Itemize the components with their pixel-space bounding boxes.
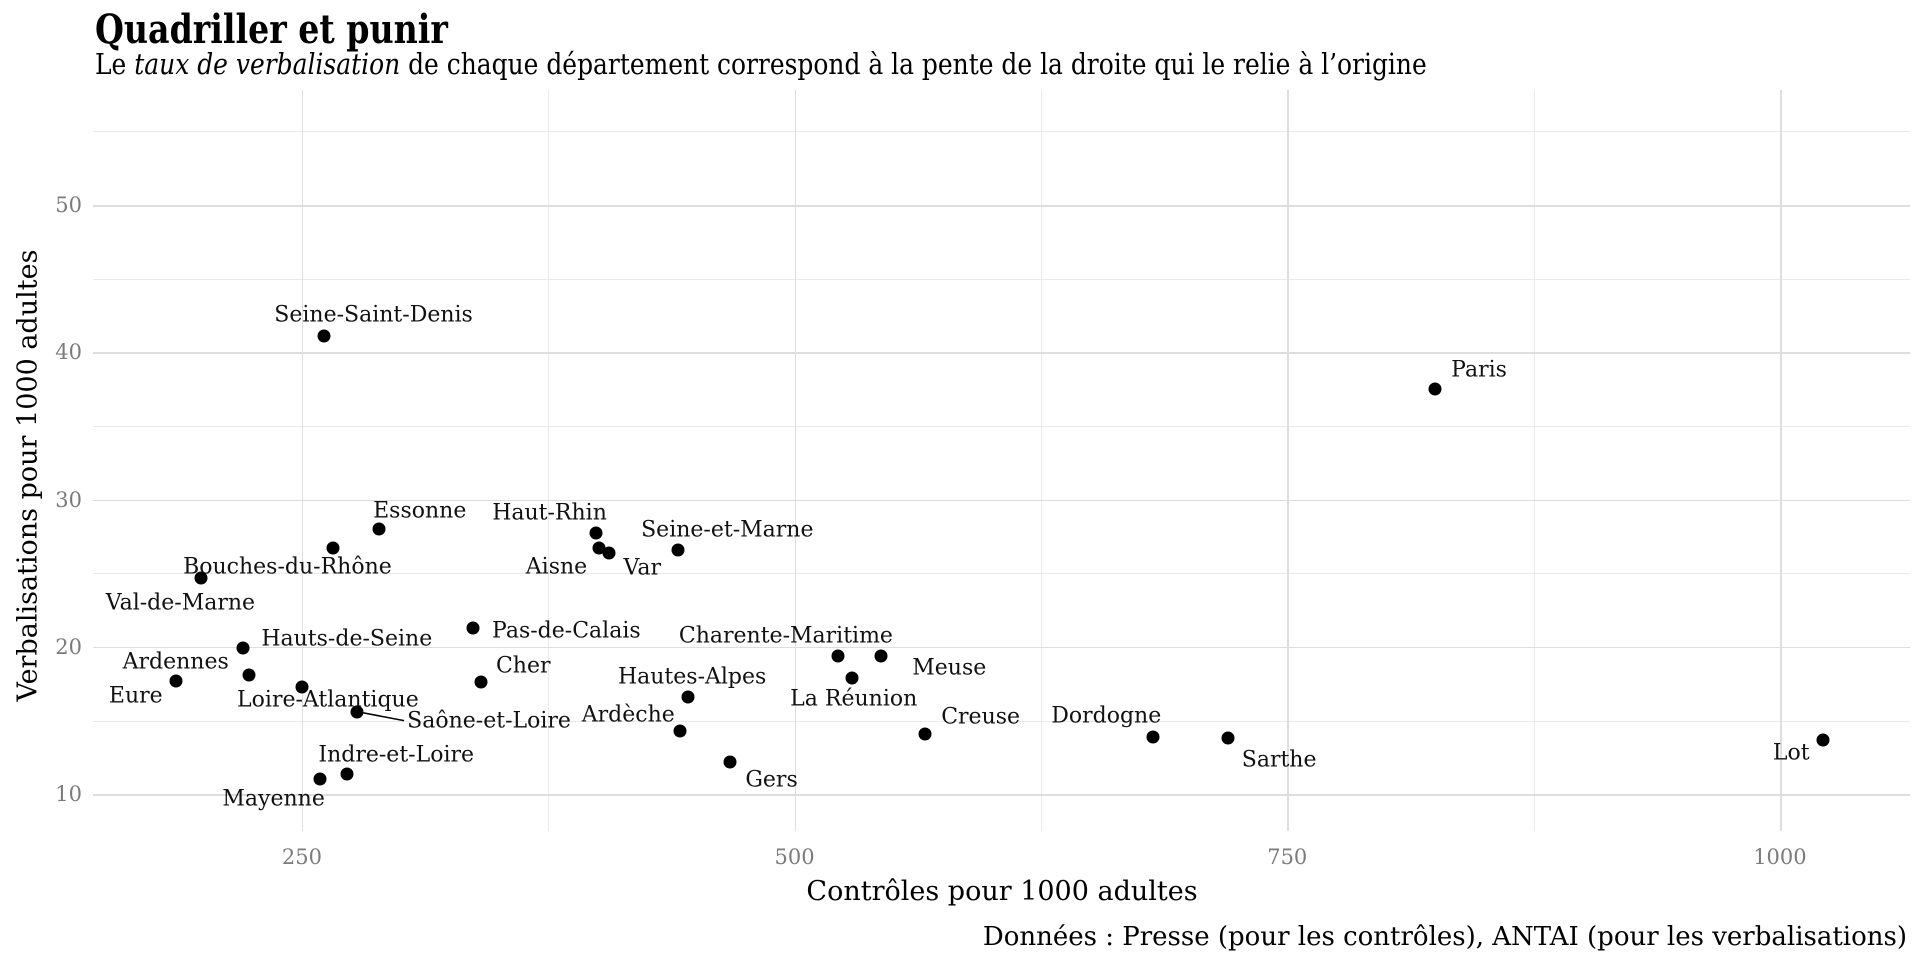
data-point [1428, 382, 1442, 396]
point-label: Val-de-Marne [105, 590, 256, 616]
data-point [592, 541, 606, 555]
point-label: La Réunion [790, 686, 918, 712]
data-point [723, 755, 737, 769]
gridline-y-minor [93, 573, 1910, 575]
subtitle-text: Le [95, 47, 135, 81]
x-tick-label: 250 [281, 845, 322, 869]
gridline-y-minor [93, 720, 1910, 722]
point-label: Paris [1451, 357, 1507, 383]
point-label: Charente-Maritime [678, 623, 893, 649]
point-label: Loire-Atlantique [237, 687, 419, 713]
point-label: Ardennes [122, 649, 229, 675]
x-tick-label: 500 [774, 845, 815, 869]
x-tick-label: 750 [1267, 845, 1308, 869]
data-point [242, 668, 256, 682]
gridline-x-minor [1533, 90, 1535, 831]
x-tick-label: 1000 [1753, 845, 1807, 869]
point-label: Lot [1772, 740, 1810, 766]
gridline-y-major [93, 646, 1910, 649]
chart-title: Quadriller et punir [95, 6, 448, 53]
data-point [194, 571, 208, 585]
data-point [466, 621, 480, 635]
gridline-x-major [794, 90, 797, 831]
gridline-y-minor [93, 131, 1910, 133]
y-tick-label: 40 [55, 340, 82, 365]
point-label: Saône-et-Loire [407, 708, 571, 734]
data-point [918, 727, 932, 741]
point-label: Dordogne [1051, 703, 1162, 729]
point-label: Seine-Saint-Denis [274, 302, 473, 328]
data-point [474, 675, 488, 689]
point-label: Cher [495, 653, 551, 679]
point-label: Indre-et-Loire [318, 742, 475, 768]
y-axis-title-wrap: Verbalisations pour 1000 adultes [0, 250, 258, 702]
point-label: Bouches-du-Rhône [183, 554, 392, 580]
point-label: Gers [745, 767, 798, 793]
y-tick-label: 50 [55, 192, 82, 217]
y-tick-label: 10 [55, 782, 82, 807]
point-label: Var [623, 555, 662, 581]
point-label: Essonne [373, 498, 467, 524]
data-source-caption: Données : Presse (pour les contrôles), A… [982, 922, 1907, 952]
data-point [874, 649, 888, 663]
data-point [589, 526, 603, 540]
gridline-y-minor [93, 278, 1910, 280]
data-point [340, 767, 354, 781]
chart-subtitle: Le taux de verbalisation de chaque dépar… [95, 47, 1427, 81]
gridline-x-minor [548, 90, 550, 831]
data-point [236, 641, 250, 655]
y-axis-title: Verbalisations pour 1000 adultes [12, 249, 44, 702]
point-label: Sarthe [1241, 747, 1317, 773]
gridline-x-major [1287, 90, 1289, 831]
data-point [317, 329, 331, 343]
gridline-y-major [93, 204, 1910, 207]
data-point [1221, 731, 1235, 745]
data-point [350, 705, 364, 719]
x-axis-title: Contrôles pour 1000 adultes [806, 876, 1198, 907]
data-point [169, 674, 183, 688]
data-point [295, 680, 309, 694]
subtitle-italic-text: taux de verbalisation [134, 47, 401, 81]
point-label: Hauts-de-Seine [261, 626, 433, 652]
gridline-x-major [301, 90, 304, 831]
data-point [326, 541, 340, 555]
point-label: Haut-Rhin [492, 500, 607, 526]
leader-line [356, 710, 405, 722]
y-tick-label: 30 [55, 487, 82, 512]
data-point [372, 522, 386, 536]
point-label: Eure [108, 683, 163, 709]
subtitle-text-rest: de chaque département correspond à la pe… [400, 47, 1427, 81]
data-point [1816, 733, 1830, 747]
point-label: Hautes-Alpes [617, 664, 767, 690]
point-label: Pas-de-Calais [492, 618, 641, 644]
data-point [681, 690, 695, 704]
data-point [313, 772, 327, 786]
data-point [602, 546, 616, 560]
gridline-x-minor [1040, 90, 1042, 831]
point-label: Ardèche [581, 702, 675, 728]
point-label: Creuse [941, 704, 1021, 730]
point-label: Seine-et-Marne [641, 517, 814, 543]
gridline-y-major [93, 794, 1910, 796]
data-point [673, 724, 687, 738]
gridline-y-major [93, 499, 1910, 502]
data-point [1146, 730, 1160, 744]
gridline-y-minor [93, 425, 1910, 427]
y-tick-label: 20 [55, 634, 82, 659]
point-label: Mayenne [222, 786, 325, 812]
point-label: Meuse [912, 655, 987, 681]
data-point [671, 543, 685, 557]
gridline-y-major [93, 352, 1910, 354]
data-point [831, 649, 845, 663]
data-point [845, 671, 859, 685]
point-label: Aisne [525, 554, 588, 580]
gridline-x-major [1779, 90, 1782, 831]
